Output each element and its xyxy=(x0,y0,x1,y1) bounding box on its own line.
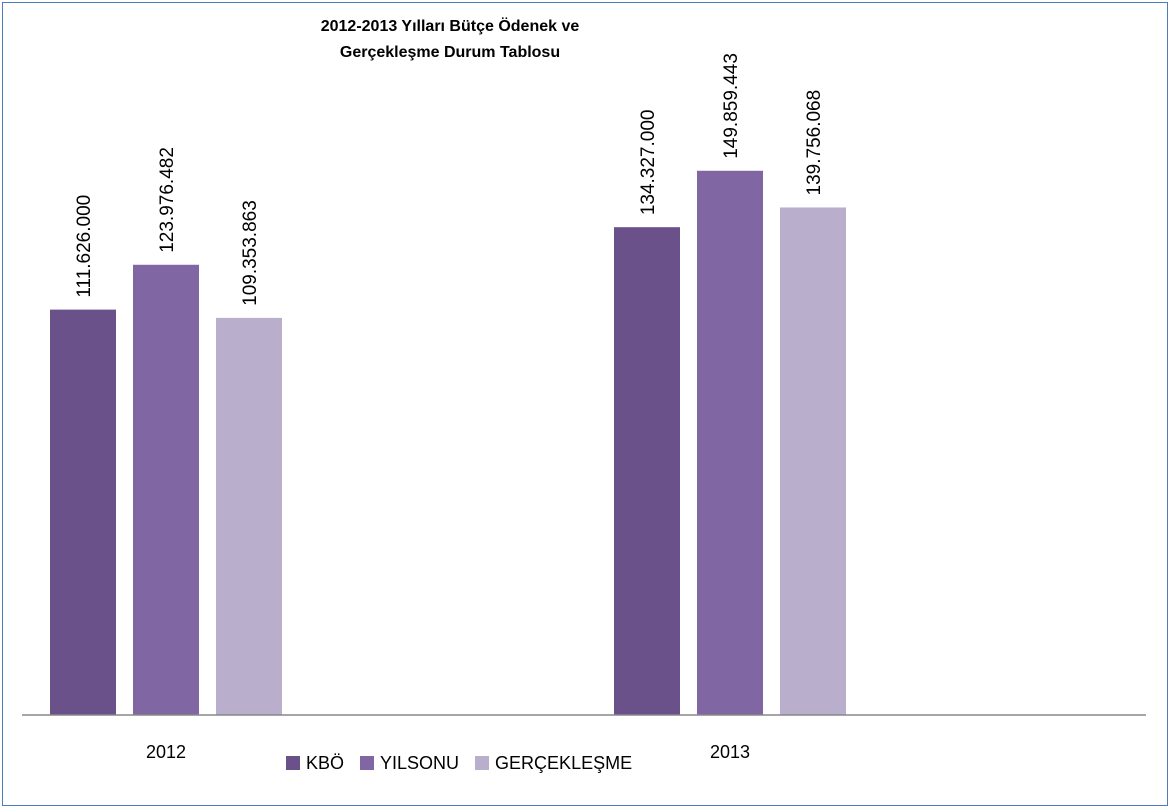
bar-gerceklesme-2013 xyxy=(780,207,846,716)
legend-swatch-yilsonu xyxy=(360,756,375,770)
data-label-yilsonu-2012: 123.976.482 xyxy=(157,147,178,253)
data-label-gerceklesme-2012: 109.353.863 xyxy=(240,200,261,306)
bar-yilsonu-2012 xyxy=(133,264,199,715)
data-label-gerceklesme-2013: 139.756.068 xyxy=(804,90,825,196)
data-label-kbo-2012: 111.626.000 xyxy=(74,195,95,298)
bar-yilsonu-2013 xyxy=(697,170,763,715)
legend-item-kbo: KBÖ xyxy=(286,753,344,774)
legend: KBÖ YILSONU GERÇEKLEŞME xyxy=(286,748,648,778)
x-tick-label-2012: 2012 xyxy=(146,742,186,762)
legend-label-kbo: KBÖ xyxy=(306,752,345,773)
data-label-yilsonu-2013: 149.859.443 xyxy=(721,53,742,159)
chart-title-line-1: 2012-2013 Yılları Bütçe Ödenek ve xyxy=(320,18,580,35)
legend-item-yilsonu: YILSONU xyxy=(360,753,459,774)
chart-title: 2012-2013 Yılları Bütçe Ödenek ve Gerçek… xyxy=(220,14,680,66)
legend-label-gerceklesme: GERÇEKLEŞME xyxy=(495,752,633,773)
bar-kbo-2013 xyxy=(614,227,680,715)
legend-label-yilsonu: YILSONU xyxy=(380,752,460,773)
legend-item-gerceklesme: GERÇEKLEŞME xyxy=(475,753,632,774)
chart-title-line-2: Gerçekleşme Durum Tablosu xyxy=(339,44,561,61)
bar-kbo-2012 xyxy=(50,309,116,715)
data-label-kbo-2013: 134.327.000 xyxy=(638,110,659,216)
legend-swatch-gerceklesme xyxy=(475,756,490,770)
legend-swatch-kbo xyxy=(286,756,300,770)
bar-gerceklesme-2012 xyxy=(216,317,282,715)
x-tick-label-2013: 2013 xyxy=(710,742,750,762)
